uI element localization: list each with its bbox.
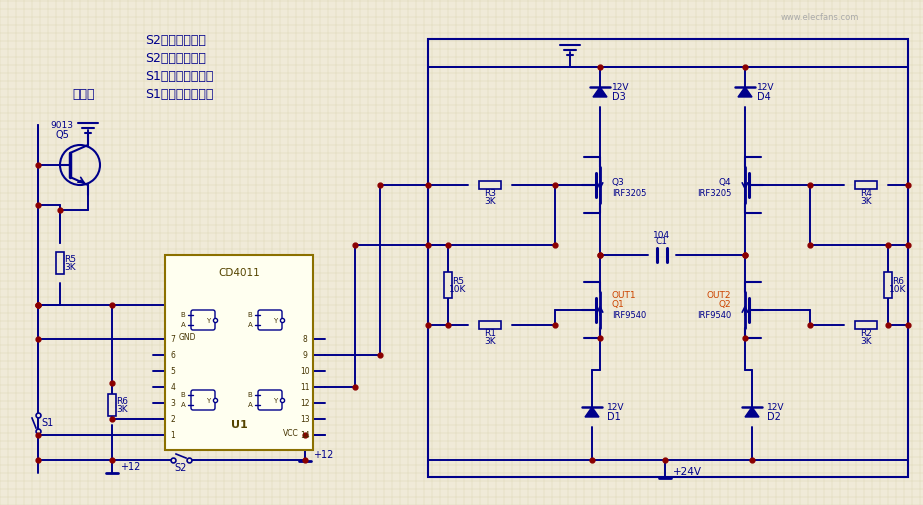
Text: VCC: VCC [283,429,299,437]
Text: Q5: Q5 [55,130,69,140]
Text: 104: 104 [653,230,671,239]
Text: B: B [181,312,186,318]
Text: R5: R5 [64,255,76,264]
Text: 5: 5 [171,367,175,376]
Text: 12V: 12V [612,82,629,91]
Polygon shape [738,87,752,97]
Text: 9: 9 [303,350,307,360]
Text: 4: 4 [171,382,175,391]
Text: IRF3205: IRF3205 [612,188,646,197]
Text: R6: R6 [116,396,128,406]
Text: IRF9540: IRF9540 [697,311,731,320]
Bar [479,321,501,329]
Text: 功能：: 功能： [72,88,94,102]
Text: Q4: Q4 [718,178,731,187]
Text: 3K: 3K [65,263,76,272]
Text: 7: 7 [171,334,175,343]
Text: Q1: Q1 [612,300,625,310]
Text: Q2: Q2 [718,300,731,310]
Bar [855,321,877,329]
Text: IRF9540: IRF9540 [612,311,646,320]
Text: B: B [181,392,186,398]
Text: D1: D1 [607,412,621,422]
Bar [165,255,313,450]
Bar [56,252,64,274]
Text: R6: R6 [892,277,904,285]
FancyBboxPatch shape [191,310,215,330]
Text: 2: 2 [171,415,175,424]
Text: 12: 12 [300,398,310,408]
Text: 3K: 3K [860,196,872,206]
Text: 13: 13 [300,415,310,424]
Polygon shape [593,87,607,97]
Text: GND: GND [178,332,196,341]
Text: 8: 8 [303,334,307,343]
Text: A: A [181,322,186,328]
Text: 10K: 10K [890,284,906,293]
FancyBboxPatch shape [258,390,282,410]
Text: 6: 6 [171,350,175,360]
FancyBboxPatch shape [191,390,215,410]
Text: Y: Y [206,398,210,404]
FancyBboxPatch shape [258,310,282,330]
Text: S2闭合：电机转: S2闭合：电机转 [145,53,206,66]
Text: S2断开：电机停: S2断开：电机停 [145,34,206,47]
Text: 12V: 12V [607,402,625,412]
Text: CD4011: CD4011 [218,268,260,278]
Text: 3K: 3K [485,336,496,345]
Text: 12V: 12V [757,82,774,91]
Text: +24V: +24V [673,467,702,477]
Text: B: B [247,312,252,318]
Bar [428,39,908,477]
Text: A: A [247,322,252,328]
Polygon shape [585,407,599,417]
Text: R1: R1 [484,329,496,338]
Text: 3K: 3K [860,336,872,345]
Bar [884,272,892,298]
Text: S2: S2 [174,463,187,473]
Text: OUT1: OUT1 [612,291,637,300]
Text: D4: D4 [757,92,771,102]
Text: S1断开：电机反转: S1断开：电机反转 [145,71,213,83]
Text: www.elecfans.com: www.elecfans.com [781,13,859,22]
Text: C1: C1 [656,237,668,246]
Text: OUT2: OUT2 [706,291,731,300]
Text: S1闭合：电机正转: S1闭合：电机正转 [145,88,213,102]
Bar [479,181,501,189]
Text: A: A [181,402,186,408]
Text: D3: D3 [612,92,626,102]
Bar [108,394,116,416]
Text: 11: 11 [300,382,310,391]
Text: 9013: 9013 [51,121,74,129]
Text: Y: Y [273,318,277,324]
Text: 14: 14 [300,430,310,439]
Text: R3: R3 [484,189,496,198]
Bar [855,181,877,189]
Text: 3: 3 [171,398,175,408]
Polygon shape [745,407,759,417]
Text: R2: R2 [860,329,872,338]
Text: A: A [247,402,252,408]
Text: 3K: 3K [485,196,496,206]
Text: R5: R5 [452,277,464,285]
Text: 1: 1 [171,430,175,439]
Text: IRF3205: IRF3205 [697,188,731,197]
Text: S1: S1 [42,418,54,428]
Text: Q3: Q3 [612,178,625,187]
Bar [444,272,452,298]
Text: B: B [247,392,252,398]
Text: Y: Y [206,318,210,324]
Text: +12: +12 [120,462,140,472]
Text: 10K: 10K [450,284,467,293]
Text: U1: U1 [231,420,247,430]
Text: 3K: 3K [116,405,127,414]
Text: Y: Y [273,398,277,404]
Text: +12: +12 [313,450,333,460]
Text: R4: R4 [860,189,872,198]
Text: 10: 10 [300,367,310,376]
Text: 12V: 12V [767,402,785,412]
Text: D2: D2 [767,412,781,422]
